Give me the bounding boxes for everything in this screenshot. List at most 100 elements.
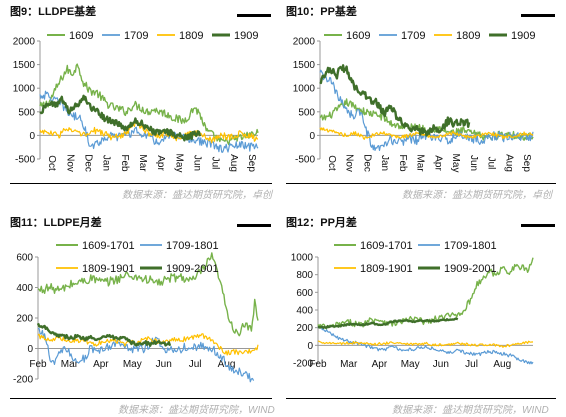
x-tick-label: Mar: [415, 154, 426, 172]
x-tick-label: Jun: [156, 359, 172, 370]
legend-label: 1809-1901: [82, 263, 135, 275]
y-tick-label: 1500: [13, 60, 36, 71]
y-tick-label: 0: [29, 131, 35, 142]
y-tick-label: 0: [309, 131, 315, 142]
legend-label: 1809: [179, 30, 203, 42]
chart-title-p11: 图11：LLDPE月差: [10, 217, 102, 229]
legend-label: 1809: [456, 30, 480, 42]
title-bar: [237, 14, 271, 17]
x-tick-label: Jul: [486, 157, 497, 170]
source-divider: [10, 398, 272, 399]
y-tick-label: 500: [18, 107, 35, 118]
legend-label: 1709-1801: [444, 240, 497, 252]
x-tick-label: May: [401, 359, 420, 370]
y-tick-label: 1000: [291, 253, 314, 264]
source-note: 数据来源：盛达期货研究院，WIND: [118, 405, 275, 416]
x-tick-label: Sep: [246, 154, 257, 172]
x-tick-label: Dec: [361, 154, 372, 172]
x-tick-label: Aug: [228, 154, 239, 172]
series-line-1909-2001: [317, 317, 459, 329]
x-tick-label: Aug: [218, 359, 236, 370]
y-tick-label: 1500: [293, 60, 316, 71]
legend-label: 1809-1901: [360, 263, 413, 275]
x-tick-label: Feb: [29, 359, 47, 370]
y-tick-label: 0: [27, 344, 33, 355]
legend-label: 1909: [511, 30, 535, 42]
chart-title-p12: 图12：PP月差: [286, 217, 357, 229]
title-bar: [521, 14, 555, 17]
x-tick-label: Jun: [468, 155, 479, 171]
x-tick-label: Jul: [465, 359, 478, 370]
x-tick-label: Oct: [326, 155, 337, 171]
x-tick-label: Jul: [210, 157, 221, 170]
y-tick-label: 200: [16, 314, 33, 325]
title-bar: [237, 224, 271, 227]
legend-label: 1909: [234, 30, 258, 42]
y-tick-label: 600: [296, 288, 313, 299]
x-tick-label: May: [123, 359, 142, 370]
legend-label: 1609: [69, 30, 93, 42]
y-tick-label: 2000: [293, 37, 316, 48]
series-line-1609: [39, 63, 259, 146]
x-tick-label: May: [450, 154, 461, 173]
y-tick-label: -500: [295, 155, 315, 166]
series-line-1809-1901: [317, 340, 534, 348]
x-tick-label: Aug: [493, 359, 511, 370]
x-tick-label: Jan: [379, 155, 390, 171]
y-tick-label: 200: [296, 323, 313, 334]
y-tick-label: -200: [13, 375, 33, 386]
series-line-1909: [319, 64, 471, 137]
x-tick-label: Aug: [503, 154, 514, 172]
x-tick-label: Feb: [309, 359, 327, 370]
y-tick-label: 800: [296, 270, 313, 281]
chart-title-p9: 图9：LLDPE基差: [10, 6, 97, 18]
chart-title-p10: 图10：PP基差: [286, 6, 357, 18]
source-divider: [10, 183, 272, 184]
legend-label: 1909-2001: [444, 263, 497, 275]
y-tick-label: -500: [15, 155, 35, 166]
source-note: 数据来源：盛达期货研究院，卓创: [402, 190, 552, 201]
y-tick-label: 400: [16, 283, 33, 294]
source-divider: [286, 183, 556, 184]
x-tick-label: Jun: [433, 359, 449, 370]
title-bar: [521, 224, 555, 227]
series-line-1609-1701: [37, 252, 259, 337]
x-tick-label: Nov: [344, 154, 355, 172]
source-divider: [286, 398, 556, 399]
y-tick-label: 1000: [13, 84, 36, 95]
series-line-1709-1801: [317, 326, 534, 365]
x-tick-label: Mar: [137, 154, 148, 172]
x-tick-label: Mar: [61, 359, 79, 370]
x-tick-label: Mar: [340, 359, 358, 370]
x-tick-label: Sep: [521, 154, 532, 172]
series-line-1809-1901: [37, 333, 259, 356]
legend-label: 1609: [346, 30, 370, 42]
x-tick-label: Jun: [191, 155, 202, 171]
y-tick-label: 1000: [293, 84, 316, 95]
legend-label: 1709-1801: [166, 240, 219, 252]
legend-label: 1709: [124, 30, 148, 42]
legend-label: 1609-1701: [82, 240, 135, 252]
x-tick-label: Feb: [397, 154, 408, 172]
x-tick-label: Apr: [432, 155, 443, 171]
y-tick-label: 400: [296, 306, 313, 317]
legend-label: 1609-1701: [360, 240, 413, 252]
legend-label: 1909-2001: [166, 263, 219, 275]
x-tick-label: Jul: [189, 359, 202, 370]
x-tick-label: Nov: [64, 154, 75, 172]
x-tick-label: Apr: [93, 359, 109, 370]
x-tick-label: Dec: [82, 154, 93, 172]
y-tick-label: 500: [298, 107, 315, 118]
source-note: 数据来源：盛达期货研究院，卓创: [122, 190, 272, 201]
x-tick-label: Apr: [372, 359, 388, 370]
x-tick-label: Jan: [101, 155, 112, 171]
y-tick-label: 600: [16, 253, 33, 264]
x-tick-label: Oct: [46, 155, 57, 171]
source-note: 数据来源：盛达期货研究院，WIND: [392, 405, 549, 416]
series-line-1909-2001: [36, 322, 172, 347]
x-tick-label: Feb: [119, 154, 130, 172]
